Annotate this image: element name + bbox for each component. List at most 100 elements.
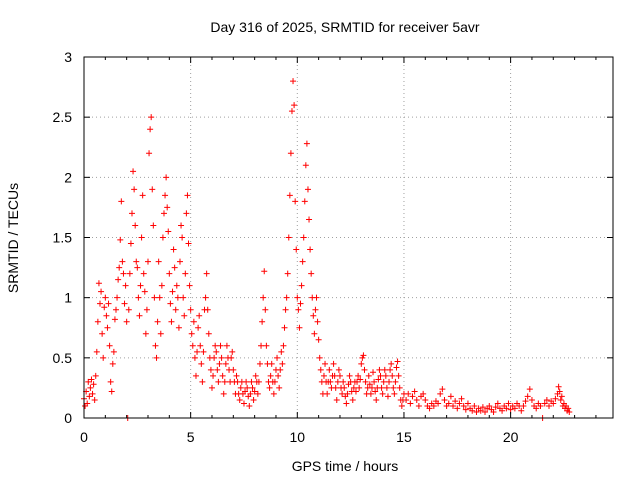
data-point (284, 270, 291, 277)
data-point (233, 372, 240, 379)
data-point (335, 366, 342, 373)
data-point (293, 246, 300, 253)
data-point (381, 366, 388, 373)
data-point (454, 405, 461, 412)
data-point (252, 372, 259, 379)
data-point (94, 318, 101, 325)
data-point (164, 204, 171, 211)
data-point (332, 384, 339, 391)
data-point (144, 258, 151, 265)
data-point (386, 378, 393, 385)
data-point (230, 366, 237, 373)
data-point (110, 348, 117, 355)
data-point (229, 348, 236, 355)
data-point (354, 378, 361, 385)
x-tick-label: 15 (396, 429, 412, 445)
data-point (533, 405, 540, 412)
data-point (128, 210, 135, 217)
data-point (297, 300, 304, 307)
data-point (482, 408, 489, 415)
data-point (390, 384, 397, 391)
data-point (150, 222, 157, 229)
data-point (217, 342, 224, 349)
data-point (296, 324, 303, 331)
data-point (210, 372, 217, 379)
data-point (372, 388, 379, 395)
data-point (302, 162, 309, 169)
data-point (396, 384, 403, 391)
data-point (341, 384, 348, 391)
data-point (115, 276, 122, 283)
data-point (137, 282, 144, 289)
data-point (236, 396, 243, 403)
data-point (134, 264, 141, 271)
data-point (340, 378, 347, 385)
data-point (184, 192, 191, 199)
data-point (352, 388, 359, 395)
data-point (246, 402, 253, 409)
data-point (188, 330, 195, 337)
data-point (133, 258, 140, 265)
data-point (473, 408, 480, 415)
data-point (324, 390, 331, 397)
data-point (212, 342, 219, 349)
data-point (148, 114, 155, 121)
data-point (178, 222, 185, 229)
data-point (299, 258, 306, 265)
data-point (320, 372, 327, 379)
data-point (469, 407, 476, 414)
data-point (203, 270, 210, 277)
data-point (101, 304, 108, 311)
data-point (308, 270, 315, 277)
data-point (96, 300, 103, 307)
data-point (109, 360, 116, 367)
data-point (435, 400, 442, 407)
data-point (258, 342, 265, 349)
data-point (557, 396, 564, 403)
data-point (140, 270, 147, 277)
y-tick-label: 1 (64, 290, 72, 306)
y-axis-label: SRMTID / TECUs (5, 183, 21, 293)
data-point (99, 330, 106, 337)
data-point (261, 268, 268, 275)
data-point (391, 390, 398, 397)
data-point (259, 318, 266, 325)
data-point (287, 150, 294, 157)
data-point (127, 240, 134, 247)
data-point (183, 210, 190, 217)
data-point (499, 407, 506, 414)
data-point (543, 396, 550, 403)
data-point (107, 378, 114, 385)
data-point (86, 393, 93, 400)
data-point (187, 306, 194, 313)
data-point (298, 282, 305, 289)
data-point (394, 358, 401, 365)
data-point (219, 372, 226, 379)
data-point (439, 386, 446, 393)
data-point (541, 400, 548, 407)
data-point (350, 384, 357, 391)
data-point (326, 366, 333, 373)
data-point (132, 222, 139, 229)
data-point (112, 306, 119, 313)
data-point (204, 306, 211, 313)
data-point (223, 342, 230, 349)
data-point (380, 378, 387, 385)
data-point (270, 390, 277, 397)
data-point (93, 348, 100, 355)
data-point (528, 396, 535, 403)
data-point (108, 388, 115, 395)
data-point (393, 364, 400, 371)
data-point (282, 306, 289, 313)
data-point (450, 402, 457, 409)
data-point (492, 404, 499, 411)
data-point (395, 372, 402, 379)
data-point (169, 288, 176, 295)
data-point (382, 372, 389, 379)
data-point (313, 294, 320, 301)
data-point (458, 395, 465, 402)
data-point (407, 400, 414, 407)
data-point (311, 330, 318, 337)
data-point (260, 294, 267, 301)
